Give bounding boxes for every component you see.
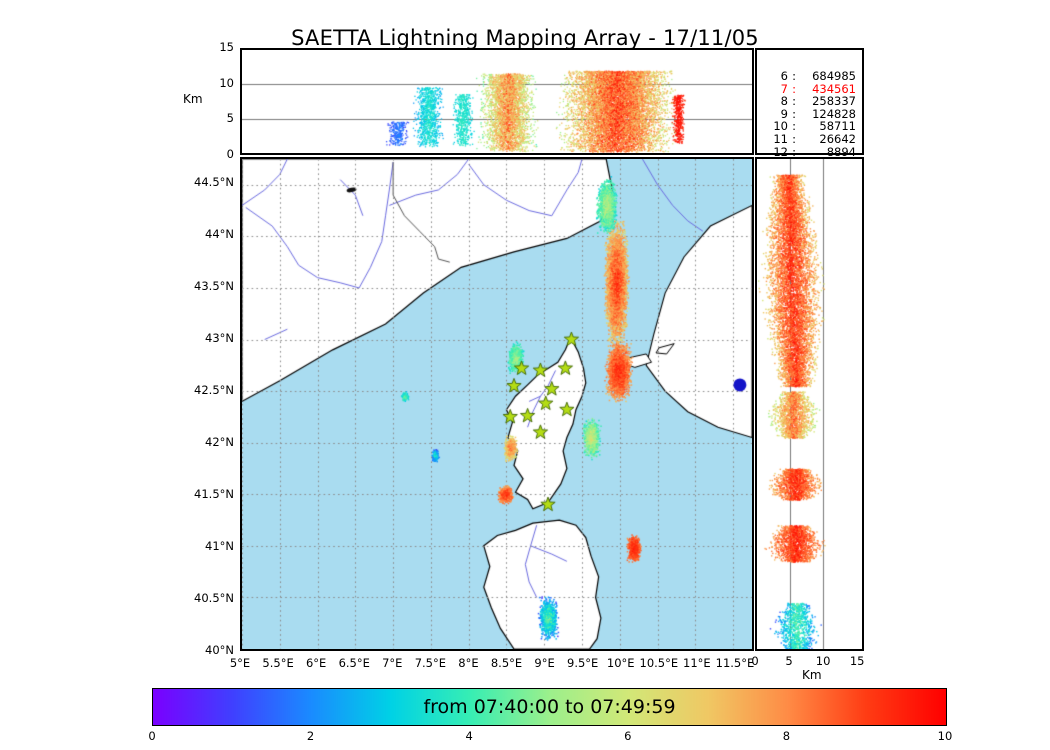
colorbar-tick: 8 xyxy=(782,729,791,743)
longitude-tick: 11°E xyxy=(683,656,711,670)
legend-row: 10: 58711 xyxy=(762,120,858,133)
legend-row: 11: 26642 xyxy=(762,133,858,146)
legend-station-number: 12 xyxy=(773,144,788,159)
latitude-tick: 44.5°N xyxy=(194,175,234,189)
colorbar-tick: 4 xyxy=(465,729,473,743)
legend-row: 6: 684985 xyxy=(762,70,858,83)
longitude-tick: 6.5°E xyxy=(338,656,370,670)
legend-row: 7: 434561 xyxy=(762,81,858,96)
legend-row: 9: 124828 xyxy=(762,108,858,121)
top-panel-tick: 0 xyxy=(226,147,234,161)
longitude-tick: 11.5°E xyxy=(715,656,755,670)
legend-separator: : xyxy=(792,144,796,159)
station-count-rows: 6: 684985 7: 434561 8: 258337 9: 124828 10: 58711… xyxy=(762,70,858,158)
colorbar-time-range-label: from 07:40:00 to 07:49:59 xyxy=(423,696,676,718)
top-panel-tick: 5 xyxy=(226,111,234,126)
station-count-legend xyxy=(755,48,864,155)
legend-separator: : xyxy=(792,94,796,109)
legend-separator: : xyxy=(792,69,796,83)
legend-separator: : xyxy=(792,81,796,96)
top-panel-tick: 15 xyxy=(219,40,234,54)
legend-row: 12: 8894 xyxy=(762,144,858,159)
legend-station-number: 7 xyxy=(780,81,788,96)
height-latitude-panel xyxy=(755,157,864,651)
right-panel-tick: 15 xyxy=(849,654,865,668)
legend-source-count: 434561 xyxy=(812,81,856,96)
time-height-panel xyxy=(240,48,754,155)
colorbar-tick: 6 xyxy=(624,729,632,743)
longitude-tick: 6°E xyxy=(305,656,327,670)
legend-station-number: 11 xyxy=(773,131,788,146)
right-panel-tick: 0 xyxy=(751,654,759,668)
latitude-tick: 43°N xyxy=(205,331,234,345)
longitude-tick: 8°E xyxy=(458,656,479,670)
colorbar-gradient xyxy=(153,689,946,725)
legend-source-count: 684985 xyxy=(812,69,856,83)
legend-source-count: 8894 xyxy=(826,144,856,159)
latitude-tick: 43.5°N xyxy=(194,279,234,293)
longitude-tick: 7°E xyxy=(382,656,403,670)
legend-row: 8: 258337 xyxy=(762,95,858,108)
page-title: SAETTA Lightning Mapping Array - 17/11/0… xyxy=(291,26,759,50)
longitude-tick: 10°E xyxy=(606,656,635,670)
legend-source-count: 124828 xyxy=(812,106,856,121)
right-panel-axis-label: Km xyxy=(802,668,822,682)
longitude-tick: 5°E xyxy=(229,656,251,670)
latitude-tick: 40°N xyxy=(205,643,234,657)
legend-separator: : xyxy=(792,131,796,146)
map-panel xyxy=(240,157,754,651)
right-panel-tick: 5 xyxy=(785,654,793,668)
legend-station-number: 8 xyxy=(780,94,788,109)
longitude-tick: 7.5°E xyxy=(414,656,447,670)
longitude-tick: 9.5°E xyxy=(567,656,599,670)
height-latitude-scatter xyxy=(757,159,862,649)
legend-station-number: 10 xyxy=(773,119,788,134)
colorbar-tick: 2 xyxy=(306,729,315,743)
legend-separator: : xyxy=(792,106,796,121)
longitude-tick: 8.5°E xyxy=(490,656,523,670)
latitude-tick: 40.5°N xyxy=(194,591,234,605)
time-height-scatter xyxy=(242,50,752,153)
legend-source-count: 58711 xyxy=(819,119,856,134)
legend-station-number: 6 xyxy=(780,69,788,83)
latitude-tick: 41°N xyxy=(205,539,234,553)
right-panel-tick: 10 xyxy=(815,654,831,668)
colorbar-tick: 0 xyxy=(148,729,156,743)
map-scatter xyxy=(242,159,752,649)
latitude-tick: 42°N xyxy=(205,435,234,449)
legend-separator: : xyxy=(792,119,796,134)
latitude-tick: 41.5°N xyxy=(194,487,234,501)
top-panel-axis-label: Km xyxy=(183,92,203,106)
legend-source-count: 258337 xyxy=(812,94,856,109)
latitude-tick: 42.5°N xyxy=(194,383,234,397)
colorbar-tick: 10 xyxy=(937,729,953,743)
longitude-tick: 5.5°E xyxy=(262,656,294,670)
top-panel-tick: 10 xyxy=(219,75,234,90)
legend-source-count: 26642 xyxy=(819,131,856,146)
latitude-tick: 44°N xyxy=(205,227,234,241)
legend-station-number: 9 xyxy=(780,106,788,121)
longitude-tick: 10.5°E xyxy=(639,656,679,670)
longitude-tick: 9°E xyxy=(534,656,555,670)
colorbar: from 07:40:00 to 07:49:59 xyxy=(152,688,947,726)
